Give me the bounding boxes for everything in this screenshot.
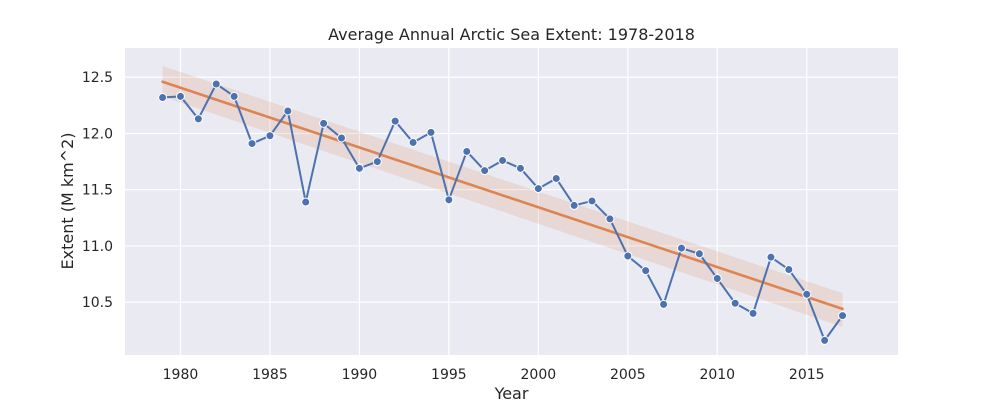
data-point xyxy=(712,274,722,284)
x-tick-label: 1995 xyxy=(431,367,467,383)
y-tick-label: 12.0 xyxy=(82,126,113,142)
data-point xyxy=(838,311,848,321)
data-point xyxy=(337,133,347,143)
x-tick-label: 1980 xyxy=(163,367,199,383)
data-point xyxy=(211,79,221,89)
data-point xyxy=(426,127,436,137)
x-tick-label: 2000 xyxy=(521,367,557,383)
x-tick-labels: 1980 1985 1990 1995 2000 2005 2010 2015 xyxy=(163,367,825,383)
data-point xyxy=(283,106,293,116)
data-point xyxy=(372,157,382,167)
x-axis-label: Year xyxy=(494,384,529,400)
data-point xyxy=(498,155,508,165)
data-point xyxy=(694,249,704,259)
data-point xyxy=(820,335,830,345)
y-tick-label: 12.5 xyxy=(82,70,113,86)
y-tick-label: 11.0 xyxy=(82,239,113,255)
data-point xyxy=(480,166,490,176)
data-point xyxy=(390,116,400,126)
x-tick-label: 2005 xyxy=(610,367,646,383)
x-tick-label: 1990 xyxy=(342,367,378,383)
data-point xyxy=(659,299,669,309)
y-tick-label: 10.5 xyxy=(82,295,113,311)
data-point xyxy=(319,118,329,128)
data-point xyxy=(408,137,418,147)
y-tick-labels: 10.5 11.0 11.5 12.0 12.5 xyxy=(82,70,113,311)
data-point xyxy=(175,91,185,101)
data-point xyxy=(515,163,525,173)
data-point xyxy=(641,266,651,276)
data-point xyxy=(462,146,472,156)
x-tick-label: 2015 xyxy=(789,367,825,383)
y-axis-label: Extent (M km^2) xyxy=(58,132,77,269)
data-point xyxy=(444,195,454,205)
data-point xyxy=(551,173,561,183)
x-tick-label: 1985 xyxy=(252,367,288,383)
data-point xyxy=(265,131,275,141)
data-point xyxy=(676,243,686,253)
data-point xyxy=(802,289,812,299)
data-point xyxy=(247,139,257,149)
data-point xyxy=(730,298,740,308)
data-point xyxy=(766,252,776,262)
data-point xyxy=(784,265,794,275)
x-tick-label: 2010 xyxy=(699,367,735,383)
data-point xyxy=(605,214,615,224)
series-points xyxy=(158,79,848,345)
trend-line xyxy=(161,80,844,311)
data-point xyxy=(587,196,597,206)
data-point xyxy=(623,251,633,261)
data-point xyxy=(569,200,579,210)
grid xyxy=(125,48,898,355)
plot-background xyxy=(125,48,898,355)
data-point xyxy=(354,163,364,173)
data-point xyxy=(533,184,543,194)
data-point xyxy=(748,308,758,318)
data-point xyxy=(193,114,203,124)
data-point xyxy=(158,92,168,102)
regression-line xyxy=(161,80,844,311)
data-point xyxy=(229,91,239,101)
chart-title: Average Annual Arctic Sea Extent: 1978-2… xyxy=(328,25,695,44)
data-point xyxy=(301,197,311,207)
y-tick-label: 11.5 xyxy=(82,183,113,199)
